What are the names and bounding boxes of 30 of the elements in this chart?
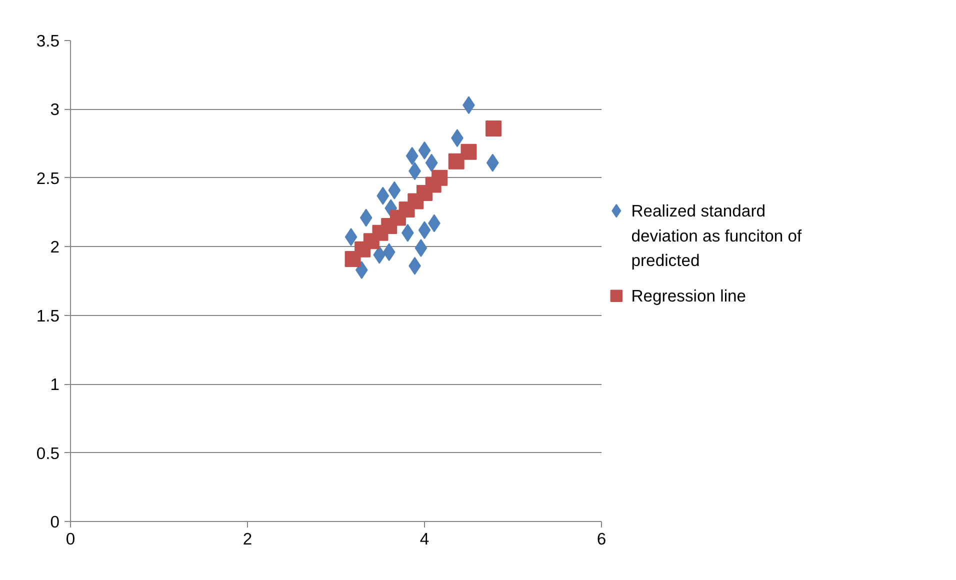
x-tick-label: 4 [420, 530, 430, 548]
y-tick-label: 3 [50, 100, 60, 120]
point [418, 221, 431, 240]
point [373, 246, 386, 264]
y-tick-label: 1.5 [36, 306, 60, 326]
point [388, 181, 401, 200]
legend-label: Realized standard deviation as funciton of predicted [631, 202, 802, 270]
point [486, 154, 499, 172]
point [432, 170, 448, 186]
y-tick-label: 0.5 [36, 444, 60, 463]
y-tick-label: 1 [50, 375, 60, 394]
point [382, 243, 396, 262]
point [418, 141, 431, 160]
point [376, 186, 390, 205]
point [460, 144, 477, 160]
x-tick-label: 2 [242, 530, 252, 548]
y-tick-label: 3.5 [36, 32, 60, 50]
legend-label: Regression line [631, 286, 746, 306]
point [344, 228, 358, 246]
y-tick-label: 2.5 [36, 168, 60, 188]
point [360, 208, 372, 227]
point [406, 146, 418, 165]
point [414, 239, 428, 258]
point [448, 153, 464, 170]
point [425, 154, 438, 172]
y-tick-label: 0 [50, 512, 60, 532]
x-tick-label: 6 [596, 530, 606, 548]
point [486, 120, 502, 136]
y-tick-label: 2 [50, 238, 60, 257]
x-tick-label: 0 [66, 530, 76, 548]
